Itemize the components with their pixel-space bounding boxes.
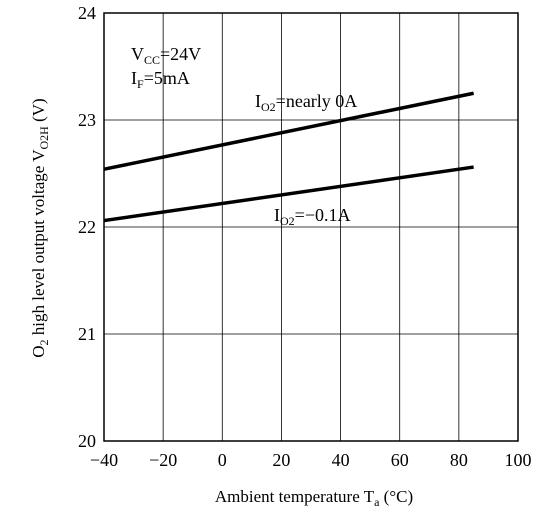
series-label-0: IO2=nearly 0A (255, 91, 357, 114)
y-tick-label: 24 (78, 3, 96, 23)
series-line-0 (103, 91, 474, 171)
y-tick-label: 22 (78, 217, 96, 237)
y-tick-label: 20 (78, 431, 96, 451)
x-tick-label: 80 (450, 450, 468, 470)
x-tick-label: 40 (332, 450, 350, 470)
x-tick-labels: −40 −20 0 20 40 60 80 100 (90, 450, 532, 470)
x-tick-label: 100 (505, 450, 532, 470)
y-tick-labels: 20 21 22 23 24 (78, 3, 96, 451)
x-tick-label: 20 (272, 450, 290, 470)
y-tick-label: 21 (78, 324, 96, 344)
x-axis-label: Ambient temperature Ta (°C) (215, 487, 413, 509)
grid (104, 13, 518, 441)
condition-vcc: VCC=24V (131, 44, 201, 67)
x-tick-label: 60 (391, 450, 409, 470)
y-tick-label: 23 (78, 110, 96, 130)
x-tick-label: −40 (90, 450, 118, 470)
plot-frame (103, 12, 519, 442)
series-label-1: IO2=−0.1A (274, 205, 350, 228)
series-group (103, 91, 474, 223)
x-tick-label: 0 (218, 450, 227, 470)
x-tick-label: −20 (149, 450, 177, 470)
condition-if: IF=5mA (131, 68, 190, 91)
series-line-1 (103, 165, 474, 223)
y-axis-label: O2 high level output voltage VO2H (V) (29, 98, 51, 357)
